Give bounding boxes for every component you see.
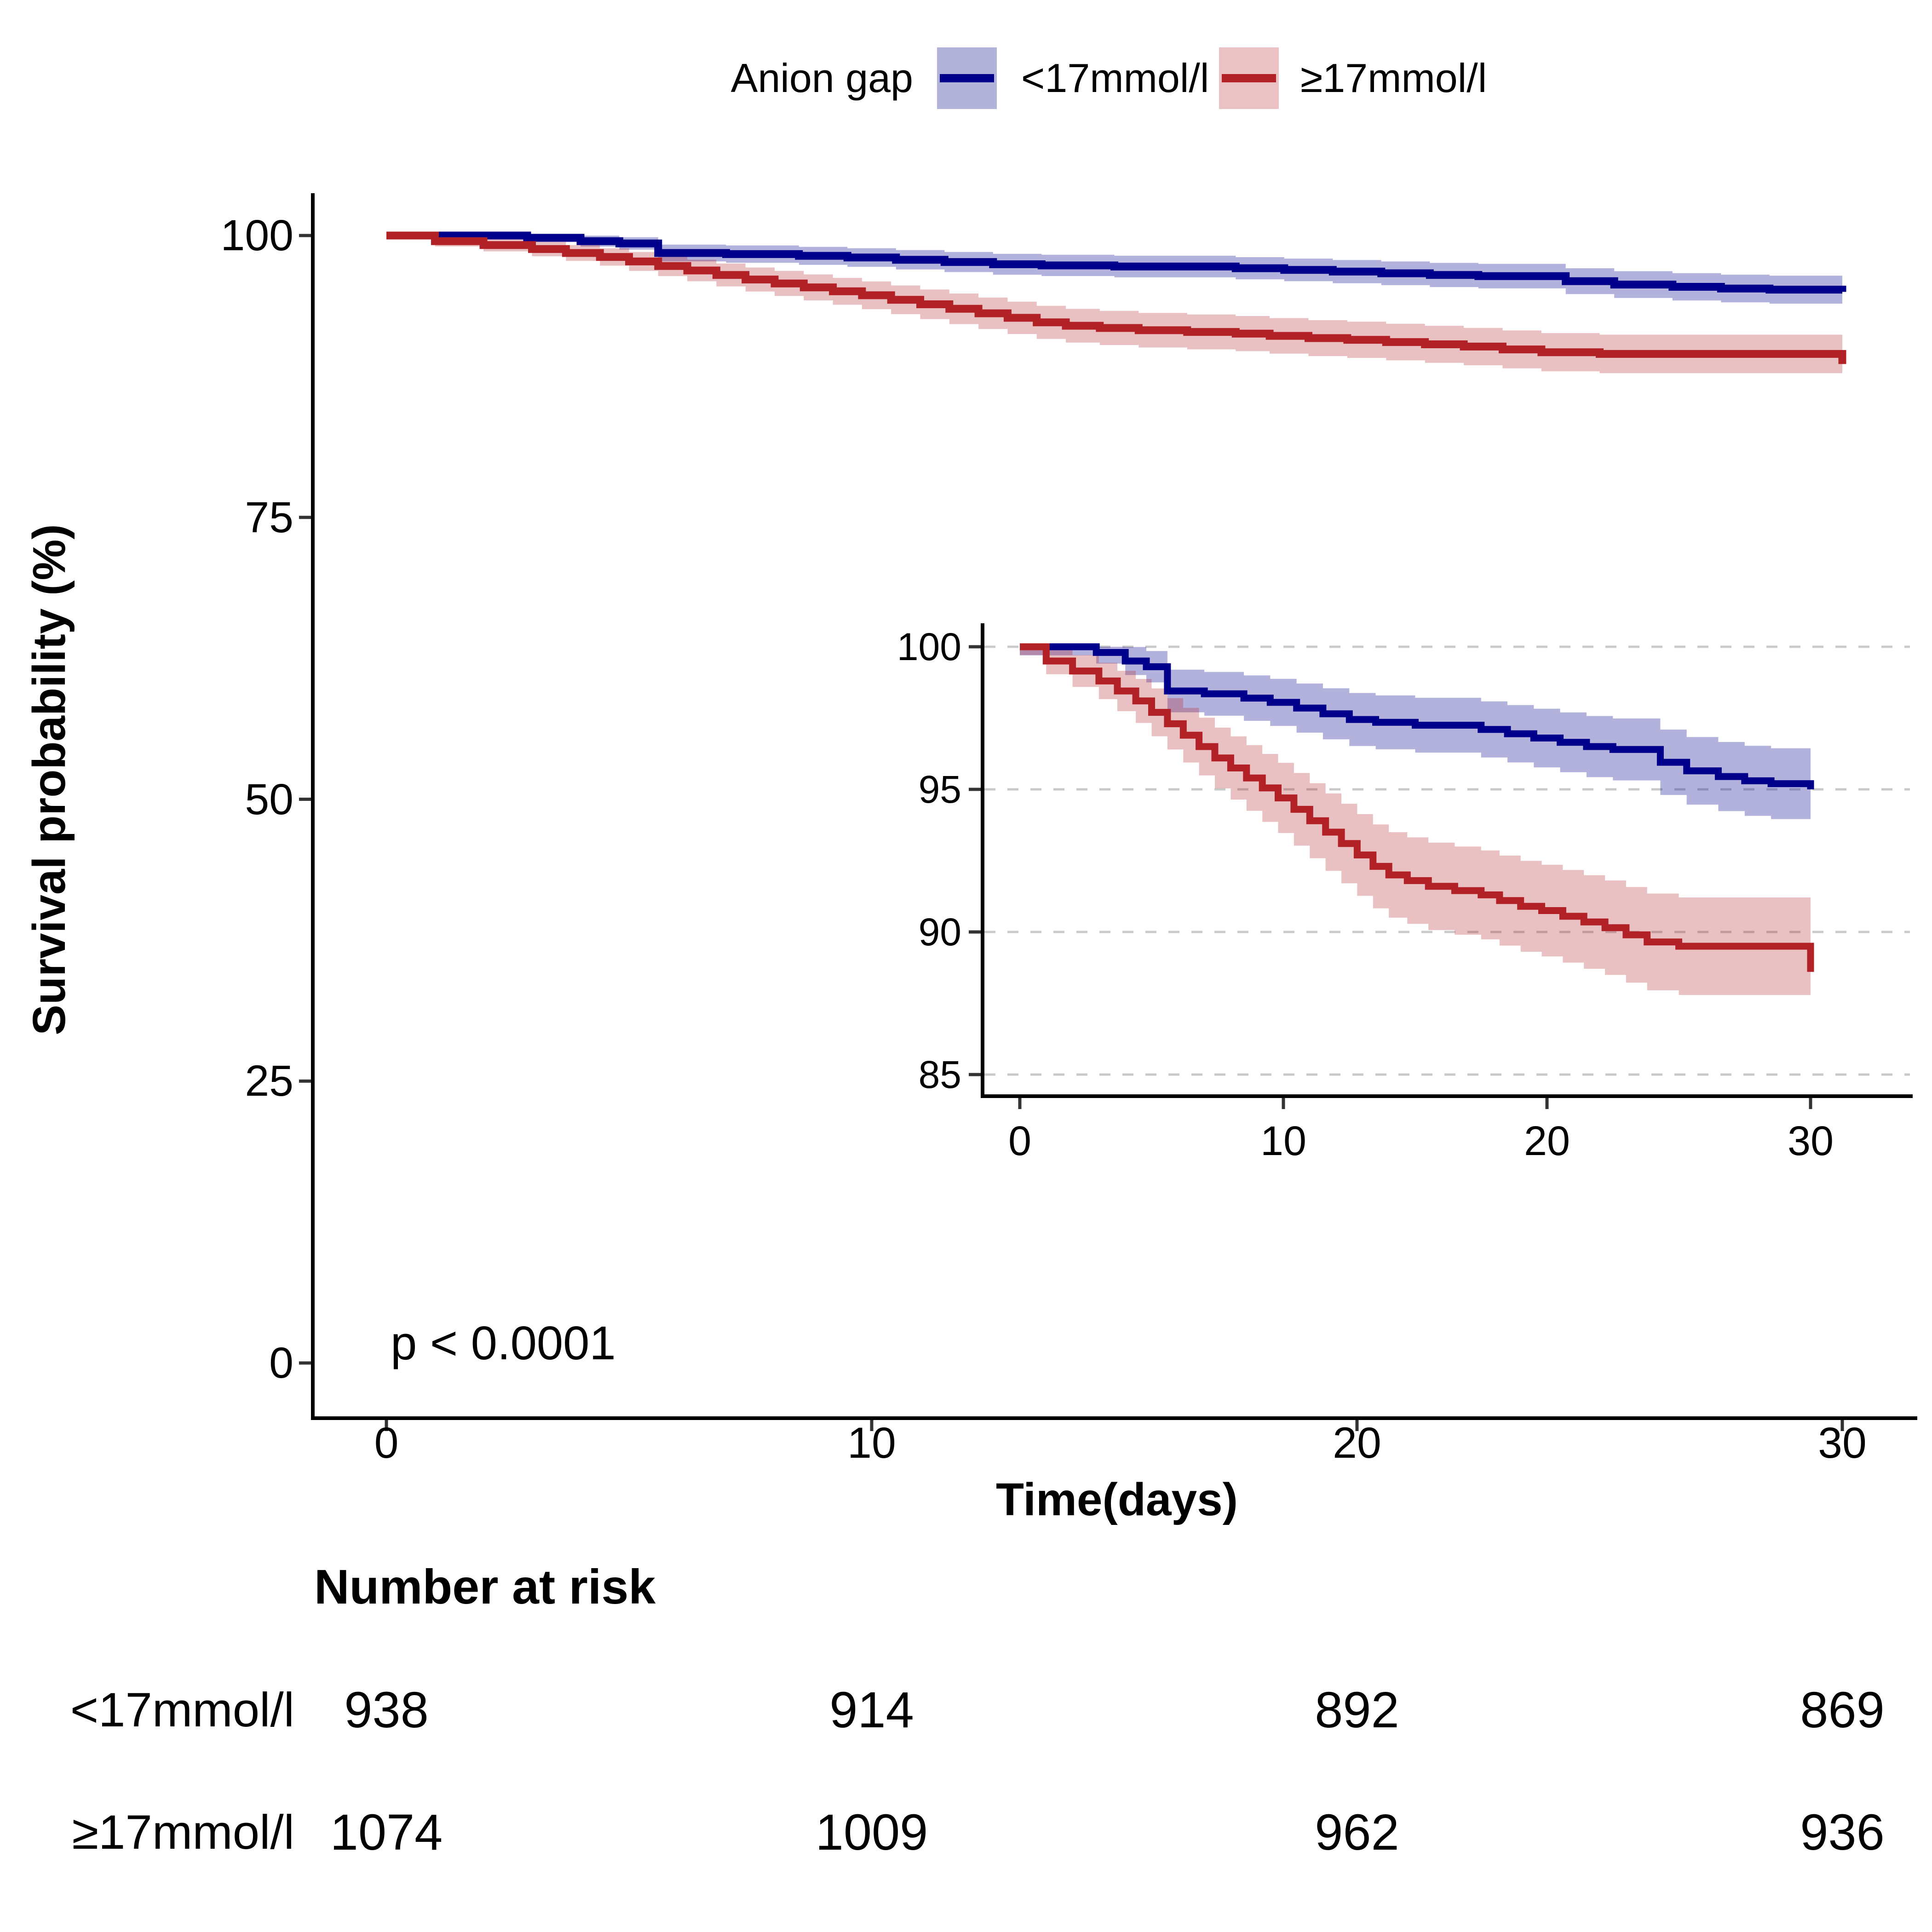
risk-value: 869 xyxy=(1800,1682,1885,1738)
main-x-tick-label: 20 xyxy=(1333,1419,1381,1467)
main-km-curve xyxy=(386,231,1846,294)
risk-value: 936 xyxy=(1800,1804,1885,1861)
inset-ci-band xyxy=(1020,647,1811,826)
inset-x-tick-label: 20 xyxy=(1524,1118,1570,1164)
legend-label-high: ≥17mmol/l xyxy=(1300,55,1487,101)
legend-line-swatch-low xyxy=(940,74,994,82)
inset-y-axis-line xyxy=(981,623,984,1098)
inset-y-tick-label: 85 xyxy=(918,1053,961,1096)
inset-km-curve xyxy=(1020,643,1814,789)
legend-title: Anion gap xyxy=(730,55,913,101)
risk-value: 1009 xyxy=(815,1804,928,1861)
main-x-axis-line xyxy=(311,1416,1917,1420)
legend-key-low-anion-gap xyxy=(937,47,997,109)
risk-value: 962 xyxy=(1315,1804,1399,1861)
inset-y-tick-label: 95 xyxy=(918,768,961,811)
main-y-tick-label: 25 xyxy=(245,1057,293,1106)
main-y-tick-label: 75 xyxy=(245,493,293,542)
legend-key-high-anion-gap xyxy=(1219,47,1279,109)
inset-km-curve xyxy=(1020,643,1814,972)
main-km-curve xyxy=(386,231,1846,364)
p-value-annotation: p < 0.0001 xyxy=(391,1317,616,1369)
inset-y-tick-label: 100 xyxy=(897,625,961,668)
risk-table-title: Number at risk xyxy=(314,1560,656,1614)
risk-row-label: ≥17mmol/l xyxy=(72,1806,294,1859)
inset-y-tick-label: 90 xyxy=(918,910,961,954)
legend-label-low: <17mmol/l xyxy=(1021,55,1209,101)
main-ci-band xyxy=(386,236,1842,306)
main-y-tick-label: 50 xyxy=(245,775,293,824)
main-y-tick-label: 0 xyxy=(269,1339,293,1387)
x-axis-title: Time(days) xyxy=(995,1474,1238,1525)
inset-x-tick-label: 30 xyxy=(1787,1118,1834,1164)
main-x-tick-label: 10 xyxy=(847,1419,896,1467)
inset-x-axis-line xyxy=(981,1094,1913,1098)
risk-value: 1074 xyxy=(330,1804,443,1861)
risk-value: 892 xyxy=(1315,1682,1399,1738)
risk-value: 938 xyxy=(344,1682,429,1738)
main-y-tick-label: 100 xyxy=(220,211,293,260)
inset-x-tick-label: 0 xyxy=(1008,1118,1032,1164)
main-x-tick-label: 0 xyxy=(374,1419,399,1467)
main-y-axis-line xyxy=(311,193,315,1420)
legend-line-swatch-high xyxy=(1222,74,1276,82)
inset-x-tick-label: 10 xyxy=(1260,1118,1307,1164)
main-x-tick-label: 30 xyxy=(1818,1419,1867,1467)
risk-value: 914 xyxy=(829,1682,914,1738)
risk-row-label: <17mmol/l xyxy=(70,1683,294,1737)
y-axis-title: Survival probability (%) xyxy=(23,524,75,1035)
